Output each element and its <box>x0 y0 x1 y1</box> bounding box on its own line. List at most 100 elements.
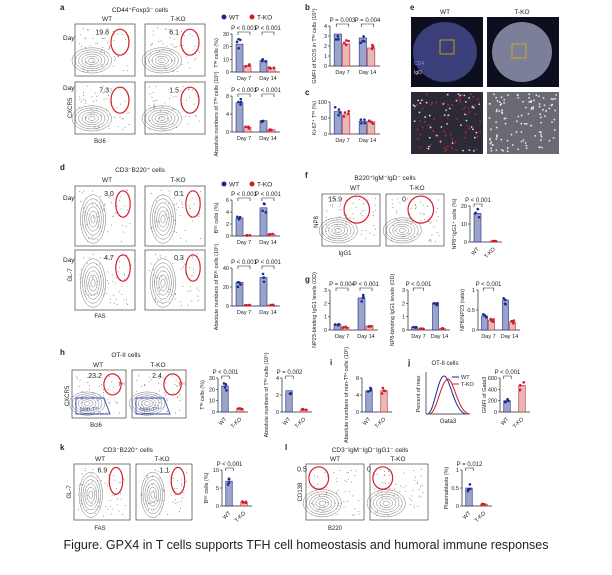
histology-cell <box>450 133 452 136</box>
event-dot <box>86 509 88 511</box>
bar <box>358 120 367 135</box>
contour-line <box>158 210 168 228</box>
data-point <box>268 128 272 131</box>
event-dot <box>96 284 98 286</box>
event-dot <box>391 239 393 241</box>
event-dot <box>172 71 174 73</box>
event-dot <box>150 44 152 46</box>
data-point <box>363 121 366 125</box>
significance-bracket <box>285 375 294 379</box>
histology-cell <box>428 136 431 139</box>
x-tick-label: Day 7 <box>237 310 251 316</box>
event-dot <box>180 90 182 92</box>
y-tick-label: 0 <box>324 132 327 138</box>
event-dot <box>185 55 187 57</box>
data-point <box>476 207 480 211</box>
y-tick-label: 10 <box>223 57 229 63</box>
histology-cell <box>451 137 454 140</box>
contour-line <box>398 228 406 233</box>
event-dot <box>99 201 101 203</box>
event-dot <box>406 198 408 200</box>
histology-cell <box>473 136 476 139</box>
event-dot <box>154 298 156 300</box>
contour-line <box>156 270 170 296</box>
histology-cell <box>446 93 449 96</box>
event-dot <box>192 220 194 222</box>
event-dot <box>400 485 402 487</box>
event-dot <box>78 484 80 486</box>
histology-cell <box>428 145 430 148</box>
contour-line <box>373 493 400 513</box>
event-dot <box>166 209 168 211</box>
event-dot <box>112 280 114 282</box>
panel-letter-i: i <box>330 358 332 367</box>
event-dot <box>96 212 98 214</box>
event-dot <box>311 502 313 504</box>
event-dot <box>104 37 106 39</box>
event-dot <box>121 293 123 295</box>
event-dot <box>123 231 125 233</box>
y-tick-label: 4 <box>324 24 327 30</box>
event-dot <box>121 118 123 120</box>
event-dot <box>116 107 118 109</box>
event-dot <box>98 498 100 500</box>
event-dot <box>156 99 158 101</box>
event-dot <box>114 495 116 497</box>
event-dot <box>182 85 184 87</box>
event-dot <box>340 503 342 505</box>
legend-wt-label: WT <box>229 15 239 22</box>
event-dot <box>156 258 158 260</box>
y-tick-label: 0 <box>402 328 405 334</box>
event-dot <box>113 474 115 476</box>
event-dot <box>377 491 379 493</box>
event-dot <box>165 201 167 203</box>
event-dot <box>339 203 341 205</box>
event-dot <box>120 103 122 105</box>
histology-cell <box>457 96 460 99</box>
event-dot <box>176 385 178 387</box>
event-dot <box>93 393 95 395</box>
event-dot <box>405 485 407 487</box>
event-dot <box>125 298 127 300</box>
event-dot <box>115 58 117 60</box>
event-dot <box>125 225 127 227</box>
y-tick-label: 50 <box>321 116 327 122</box>
histology-cell <box>530 101 533 104</box>
histology-cell <box>451 104 454 107</box>
event-dot <box>115 212 117 214</box>
event-dot <box>325 216 327 218</box>
bar <box>357 297 366 331</box>
data-point <box>264 60 267 63</box>
event-dot <box>140 385 142 387</box>
event-dot <box>101 210 103 212</box>
bar <box>473 213 482 243</box>
event-dot <box>350 469 352 471</box>
gate-percentage: 23.2 <box>88 373 102 380</box>
event-dot <box>176 71 178 73</box>
histology-cell <box>413 105 416 108</box>
bar <box>358 37 367 67</box>
event-dot <box>150 263 152 265</box>
contour-line <box>150 490 155 499</box>
event-dot <box>158 294 160 296</box>
event-dot <box>153 491 155 493</box>
event-dot <box>346 500 348 502</box>
histology-cell <box>467 125 469 128</box>
histology-cell <box>507 94 509 97</box>
bar <box>367 47 376 67</box>
event-dot <box>160 189 162 191</box>
histology-cell <box>447 103 450 106</box>
event-dot <box>153 274 155 276</box>
event-dot <box>179 44 181 46</box>
event-dot <box>317 483 319 485</box>
event-dot <box>94 293 96 295</box>
event-dot <box>87 85 89 87</box>
event-dot <box>153 105 155 107</box>
event-dot <box>379 468 381 470</box>
histology-cell <box>495 121 498 124</box>
event-dot <box>106 399 108 401</box>
histology-cell <box>517 96 520 99</box>
gate-percentage: 15.9 <box>328 196 342 203</box>
event-dot <box>182 492 184 494</box>
flow-plot-f-ko: 0 <box>382 193 445 247</box>
